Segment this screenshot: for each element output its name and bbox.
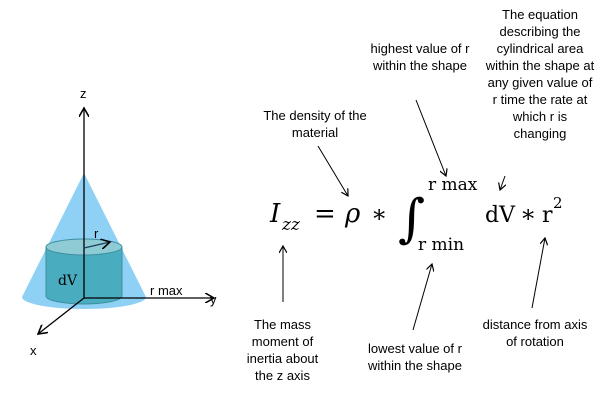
r-arrow [83,242,110,248]
lhs-symbol: I [269,199,281,229]
z-label: z [80,86,87,101]
upper-limit: r max [428,175,478,195]
inertia-note: The mass moment of inertia about the z a… [246,317,319,383]
density-note: The density of the material [263,108,367,140]
dv-label: dV [58,273,78,289]
r-term: r [542,203,553,228]
power-2: 2 [553,194,563,212]
distance-note: distance from axis of rotation [482,317,588,349]
equals-sign: = [314,199,336,229]
dv-arrow [500,175,505,190]
times-symbol: ∗ [371,200,387,228]
density-arrow [317,145,348,196]
cone-figure: z y x r dV r max [22,86,217,358]
y-label: y [210,292,217,307]
distance-arrow [531,238,545,309]
dv-note: The equation describing the cylindrical … [485,7,595,141]
rmax-label: r max [150,283,183,298]
times-symbol-2: ∗ [520,200,536,228]
lower-arrow [412,264,432,331]
upper-arrow [415,99,446,176]
equation: I zz = ρ ∗ ∫ r max r min dV ∗ r 2 [269,175,563,255]
x-label: x [30,343,37,358]
lower-limit-note: lowest value of r within the shape [368,341,462,373]
r-label: r [94,226,99,241]
rho-symbol: ρ [344,199,361,229]
lower-limit: r min [418,235,464,255]
upper-limit-note: highest value of r within the shape [370,41,470,73]
x-axis [38,297,85,334]
integral-symbol: ∫ [398,189,425,249]
lhs-subscript: zz [281,215,301,235]
dv-term: dV [485,203,516,228]
annotation-arrows [283,99,545,331]
